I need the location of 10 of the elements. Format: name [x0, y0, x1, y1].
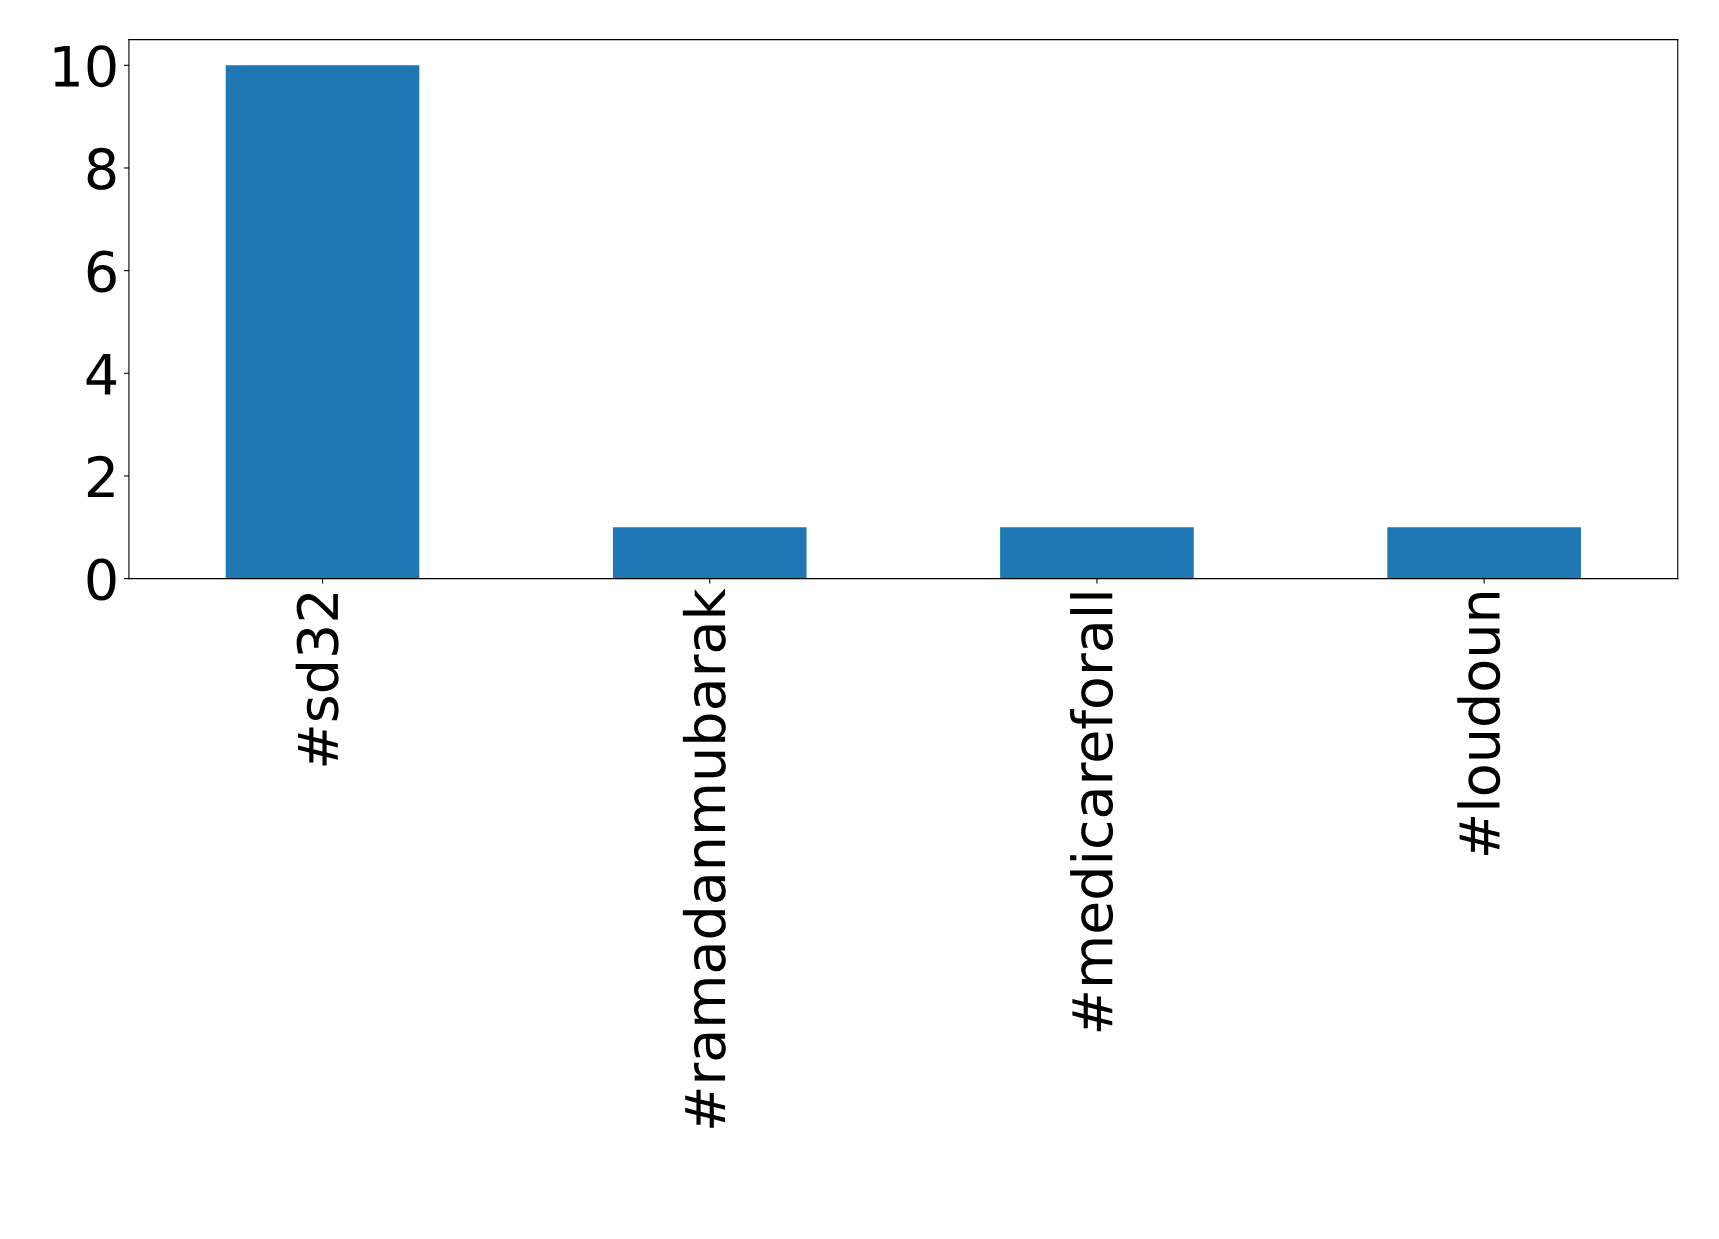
y-tick-label: 10 [54, 45, 116, 88]
x-tick-label: #loudoun [1457, 593, 1501, 855]
y-tick-label: 6 [87, 250, 116, 293]
y-tick-label: 8 [87, 147, 116, 190]
x-tick-label: #ramadanmubarak [682, 588, 726, 1128]
y-tick-label: 2 [87, 455, 114, 498]
y-tick-label: 0 [87, 558, 116, 601]
y-tick-label: 4 [86, 353, 117, 395]
x-tick-label: #sd32 [295, 593, 339, 766]
x-tick-label: #medicareforall [1070, 593, 1114, 1032]
